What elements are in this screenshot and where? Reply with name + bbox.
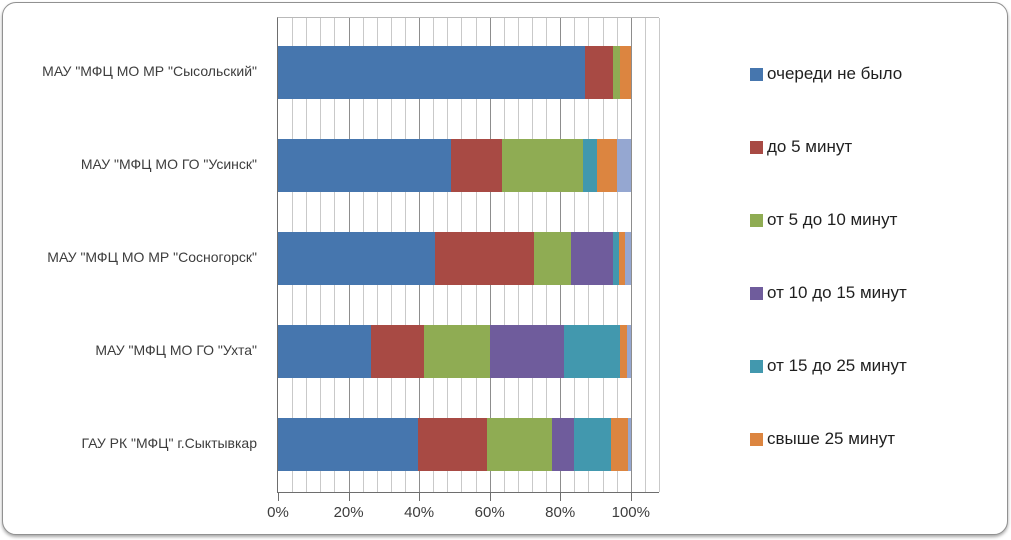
legend-item: от 15 до 25 минут — [750, 355, 907, 377]
bar-segment-series-7 — [625, 232, 631, 285]
bar-segment-series-6 — [620, 46, 631, 99]
bar-segment-series-4 — [552, 418, 574, 471]
bar-segment-series-1 — [278, 46, 585, 99]
bar-segment-series-6 — [620, 325, 628, 378]
bar-segment-series-1 — [278, 232, 435, 285]
x-axis-tick-label: 80% — [545, 504, 576, 521]
minor-gridline — [644, 18, 646, 492]
legend-swatch — [750, 432, 763, 446]
bar-segment-series-2 — [584, 46, 614, 99]
bar-segment-series-3 — [533, 232, 571, 285]
legend-label: от 10 до 15 минут — [767, 283, 907, 302]
bar-segment-series-5 — [613, 232, 620, 285]
bar-segment-series-1 — [278, 418, 419, 471]
bar-segment-series-7 — [627, 418, 631, 471]
legend: очереди не было до 5 минут от 5 до 10 мину… — [750, 3, 1000, 477]
legend-swatch — [750, 286, 763, 300]
legend-item: до 5 минут — [750, 136, 852, 158]
category-axis-labels: МАУ "МФЦ МО МР "Сысольский" МАУ "МФЦ МО Г… — [9, 17, 267, 491]
legend-label: свыше 25 минут — [767, 429, 896, 448]
x-axis-tick — [278, 492, 279, 501]
bar-segment-series-7 — [616, 139, 631, 192]
legend-item: от 10 до 15 минут — [750, 282, 907, 304]
x-axis-tick-label: 0% — [267, 504, 289, 521]
bar-segment-series-4 — [570, 232, 614, 285]
bar-row — [278, 232, 659, 285]
x-axis-tick-label: 60% — [474, 504, 505, 521]
x-axis-tick — [419, 492, 421, 501]
bar-segment-series-6 — [611, 418, 628, 471]
x-axis-tick — [489, 492, 491, 501]
legend-item: от 5 до 10 минут — [750, 209, 897, 231]
legend-label: до 5 минут — [767, 137, 853, 156]
bar-segment-series-6 — [619, 232, 626, 285]
category-label: МАУ "МФЦ МО МР "Сысольский" — [42, 63, 257, 80]
legend-label: от 5 до 10 минут — [767, 210, 898, 229]
legend-swatch — [750, 67, 763, 81]
x-axis-tick-label: 20% — [333, 504, 364, 521]
x-axis-tick-label: 40% — [404, 504, 435, 521]
bar-segment-series-4 — [489, 325, 564, 378]
legend-item: свыше 25 минут — [750, 428, 895, 450]
legend-swatch — [750, 140, 763, 154]
bar-segment-series-2 — [450, 139, 502, 192]
bar-segment-series-5 — [583, 139, 598, 192]
bar-segment-series-6 — [597, 139, 617, 192]
legend-swatch — [750, 213, 763, 227]
bar-segment-series-1 — [278, 325, 372, 378]
category-label: МАУ "МФЦ МО ГО "Усинск" — [80, 156, 257, 173]
plot-area: 0% 20% 40% 60% 80% 100% — [267, 17, 660, 521]
bar-row — [278, 418, 659, 471]
x-axis-tick — [348, 492, 350, 501]
bar-row — [278, 46, 659, 99]
bar-segment-series-3 — [502, 139, 584, 192]
legend-swatch — [750, 359, 763, 373]
bar-segment-series-3 — [486, 418, 553, 471]
legend-item: очереди не было — [750, 63, 902, 85]
bar-segment-series-1 — [278, 139, 451, 192]
major-gridline — [630, 18, 632, 492]
bar-segment-series-3 — [424, 325, 490, 378]
x-axis-tick — [630, 492, 632, 501]
bar-segment-series-2 — [418, 418, 487, 471]
bar-segment-series-5 — [563, 325, 621, 378]
legend-label: от 15 до 25 минут — [767, 356, 907, 375]
category-label: ГАУ РК "МФЦ" г.Сыктывкар — [81, 435, 257, 452]
bar-segment-series-3 — [613, 46, 621, 99]
bar-row — [278, 139, 659, 192]
legend-label: очереди не было — [767, 64, 903, 83]
bar-segment-series-5 — [573, 418, 612, 471]
minor-gridline — [659, 18, 660, 492]
category-label: МАУ "МФЦ МО ГО "Ухта" — [95, 342, 257, 359]
category-label: МАУ "МФЦ МО МР "Сосногорск" — [47, 249, 257, 266]
bar-row — [278, 325, 659, 378]
x-axis-tick-label: 100% — [611, 504, 650, 521]
bar-segment-series-2 — [434, 232, 534, 285]
bar-segment-series-7 — [627, 325, 631, 378]
bar-segment-series-2 — [371, 325, 425, 378]
x-axis-tick — [560, 492, 562, 501]
